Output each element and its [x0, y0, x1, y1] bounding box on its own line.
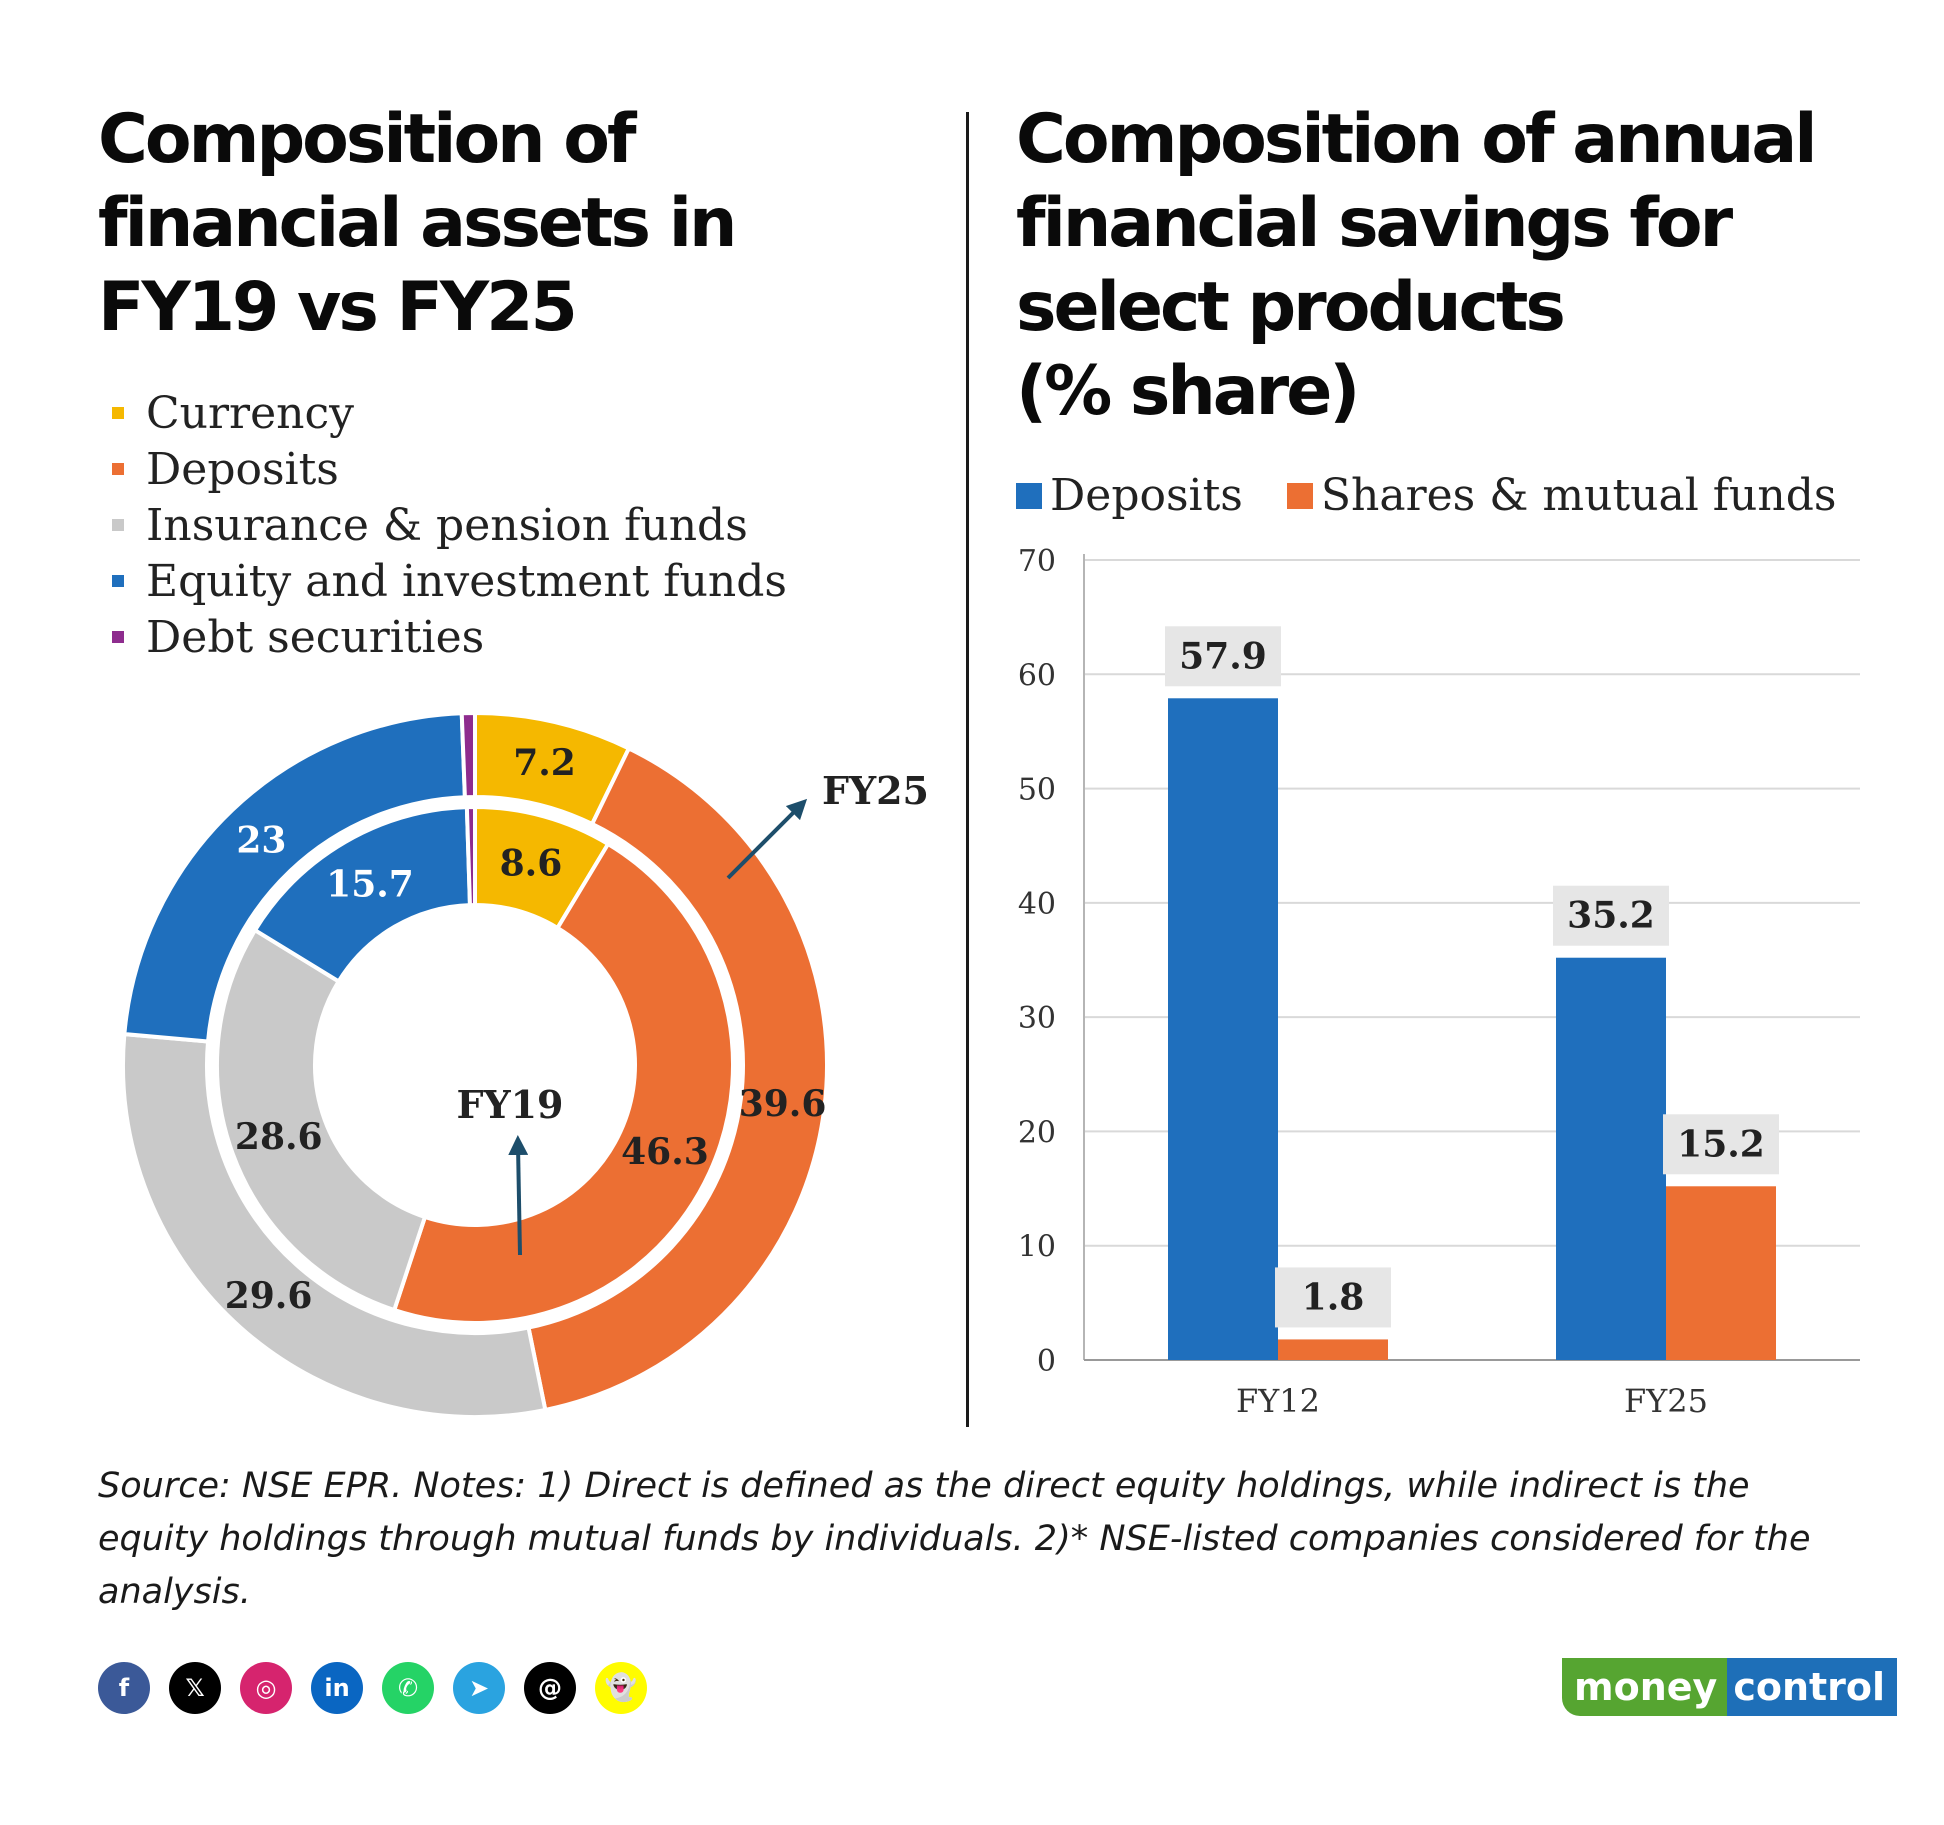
x-tick-label: FY25	[1624, 1382, 1708, 1420]
left-title-line: FY19 vs FY25	[98, 268, 578, 347]
legend-label: Shares & mutual funds	[1320, 470, 1837, 521]
bar-legend: Deposits Shares & mutual funds	[1016, 470, 1880, 521]
legend-swatch	[112, 575, 124, 587]
x-icon[interactable]: 𝕏	[169, 1662, 221, 1714]
right-title-line: financial savings for	[1016, 184, 1733, 263]
data-label-box	[1165, 626, 1281, 687]
nested-donut-chart: 8.6 46.3 28.6 15.7 7.2 39.6 29.6 23 FY19 FY25	[121, 710, 929, 1419]
legend-swatch	[112, 407, 124, 419]
left-title-line: financial assets in	[98, 184, 737, 263]
bar-data-label: 15.2	[1677, 1123, 1765, 1165]
left-chart-title: Composition of financial assets in FY19 …	[98, 98, 938, 350]
donut-data-label: 23	[236, 819, 286, 861]
x-tick-label: FY12	[1236, 1382, 1320, 1420]
data-label-box	[1275, 1267, 1391, 1328]
legend-label: Deposits	[146, 443, 339, 495]
legend-item-equity: Equity and investment funds	[112, 553, 787, 609]
y-tick-label: 40	[1018, 887, 1056, 922]
legend-label: Deposits	[1050, 470, 1243, 521]
bar-data-label: 35.2	[1567, 895, 1655, 937]
bar-chart: 0 10 20 30 40 50 60 70 57.9 1.8 FY12 35.2 15.2 FY25	[1018, 544, 1860, 1420]
fy25-arrow	[726, 798, 808, 880]
y-tick-label: 10	[1018, 1230, 1056, 1265]
left-title-line: Composition of	[98, 100, 637, 179]
donut-slice-fy25	[459, 710, 477, 800]
y-tick-label: 70	[1018, 544, 1056, 579]
right-title-line: (% share)	[1016, 352, 1360, 431]
legend-label: Currency	[146, 387, 354, 439]
donut-data-label: 28.6	[235, 1116, 323, 1158]
legend-item-shares: Shares & mutual funds	[1286, 470, 1837, 521]
legend-swatch	[1286, 482, 1313, 509]
donut-data-label: 8.6	[500, 843, 563, 885]
legend-item-deposits: Deposits	[112, 441, 787, 497]
legend-item-debt: Debt securities	[112, 609, 787, 665]
linkedin-icon[interactable]: in	[311, 1662, 363, 1714]
legend-swatch	[1016, 482, 1042, 509]
right-chart-title: Composition of annual financial savings …	[1016, 98, 1896, 434]
legend-label: Insurance & pension funds	[146, 499, 748, 551]
donut-slice-fy25	[121, 1031, 548, 1419]
bar-deposits	[1168, 698, 1278, 1360]
instagram-icon[interactable]: ◎	[240, 1662, 292, 1714]
legend-item-deposits: Deposits	[1016, 470, 1243, 521]
donut-data-label: 29.6	[225, 1275, 313, 1317]
y-tick-label: 20	[1018, 1115, 1056, 1150]
source-note: Source: NSE EPR. Notes: 1) Direct is def…	[98, 1466, 1811, 1612]
data-label-box	[1663, 1114, 1779, 1175]
telegram-icon[interactable]: ➤	[453, 1662, 505, 1714]
y-tick-label: 50	[1018, 773, 1056, 808]
y-tick-label: 0	[1037, 1344, 1056, 1379]
legend-label: Debt securities	[146, 611, 485, 663]
legend-item-currency: Currency	[112, 385, 787, 441]
legend-swatch	[112, 519, 124, 531]
y-tick-label: 30	[1018, 1001, 1056, 1036]
right-title-line: select products	[1016, 268, 1566, 347]
donut-data-label: 7.2	[513, 742, 576, 784]
bar-shares-mutual-funds	[1666, 1186, 1776, 1360]
legend-label: Equity and investment funds	[146, 555, 787, 607]
legend-item-insurance: Insurance & pension funds	[112, 497, 787, 553]
logo-part-money: money	[1562, 1658, 1728, 1716]
donut-legend: Currency Deposits Insurance & pension fu…	[112, 385, 787, 665]
ring-label-fy25: FY25	[822, 768, 929, 813]
donut-data-label: 39.6	[739, 1083, 827, 1125]
y-tick-label: 60	[1018, 658, 1056, 693]
threads-icon[interactable]: @	[524, 1662, 576, 1714]
panel-divider	[966, 112, 969, 1427]
legend-swatch	[112, 631, 124, 643]
bar-data-label: 1.8	[1302, 1276, 1365, 1318]
ring-label-fy19: FY19	[457, 1082, 564, 1127]
whatsapp-icon[interactable]: ✆	[382, 1662, 434, 1714]
donut-slice-fy19	[391, 841, 735, 1325]
facebook-icon[interactable]: f	[98, 1662, 150, 1714]
social-share-bar: f 𝕏 ◎ in ✆ ➤ @ 👻	[98, 1662, 666, 1714]
donut-data-label: 15.7	[326, 863, 414, 905]
bar-deposits	[1556, 957, 1666, 1360]
fy19-arrow	[508, 1135, 529, 1256]
data-label-box	[1553, 885, 1669, 946]
donut-data-label: 46.3	[621, 1131, 709, 1173]
logo-part-control: control	[1727, 1658, 1898, 1716]
bar-data-label: 57.9	[1179, 635, 1267, 677]
legend-swatch	[112, 463, 124, 475]
donut-slice-fy19	[464, 804, 477, 908]
donut-slice-fy19	[215, 927, 428, 1313]
donut-slice-fy25	[526, 745, 829, 1413]
snapchat-icon[interactable]: 👻	[595, 1662, 647, 1714]
right-title-line: Composition of annual	[1016, 100, 1818, 179]
moneycontrol-logo[interactable]: money control	[1562, 1658, 1898, 1716]
bar-shares-mutual-funds	[1278, 1339, 1388, 1360]
